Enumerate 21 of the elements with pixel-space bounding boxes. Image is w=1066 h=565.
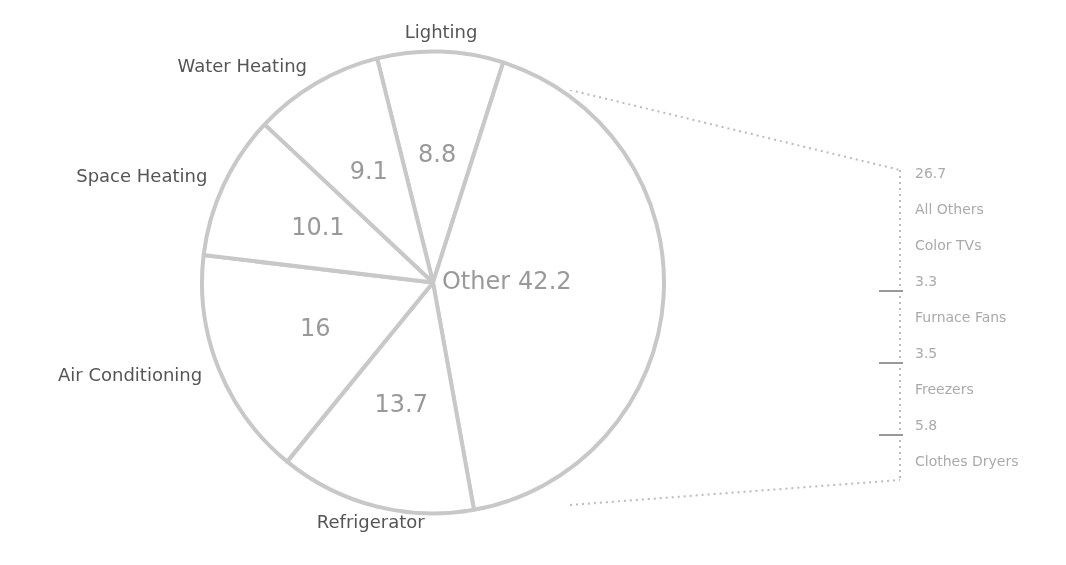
data-label: 9.1 [349, 157, 388, 186]
data-label: 16 [299, 314, 331, 343]
slice-label: Other [441, 266, 511, 295]
slice-label: Water Heating [177, 55, 308, 77]
text: 5.8 [915, 417, 938, 433]
slice-label: Lighting [404, 21, 478, 43]
slice-label: Refrigerator [316, 511, 426, 533]
data-label: 10.1 [291, 213, 345, 242]
data-label: 42.2 [518, 266, 572, 295]
text: 26.7 [915, 165, 947, 181]
data-label: 13.7 [374, 389, 428, 418]
text: Clothes Dryers [915, 453, 1019, 469]
slice-label: Air Conditioning [57, 363, 203, 385]
slice-label: Space Heating [76, 164, 208, 186]
text: Color TVs [915, 237, 982, 253]
text: 3.3 [915, 273, 938, 289]
text: All Others [915, 201, 984, 217]
text: 3.5 [915, 345, 938, 361]
text: Freezers [915, 381, 974, 397]
text: Furnace Fans [915, 309, 1007, 325]
data-label: 8.8 [418, 139, 457, 168]
